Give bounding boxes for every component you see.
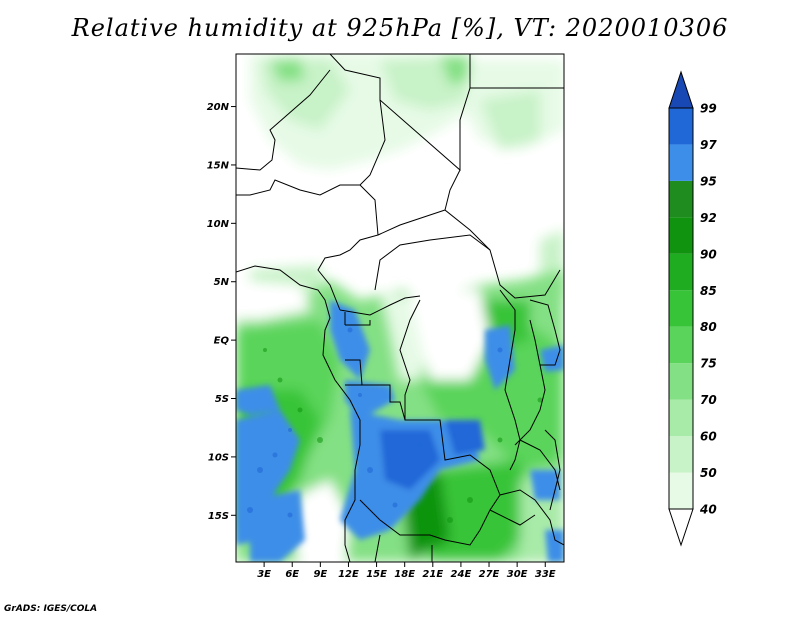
lon-tick-label: 6E xyxy=(285,569,299,580)
lat-tick-label: 15S xyxy=(208,511,229,522)
lat-tick-label: 20N xyxy=(207,102,230,113)
colorbar-label: 99 xyxy=(700,102,717,116)
colorbar-segment xyxy=(669,363,693,400)
colorbar-label: 97 xyxy=(700,138,717,152)
colorbar-segment xyxy=(669,326,693,364)
colorbar-label: 70 xyxy=(700,393,717,407)
longitude-axis: 3E 6E 9E 12E 15E 18E 21E 24E 27E 30E 33E xyxy=(257,562,556,580)
lon-tick-label: 15E xyxy=(366,569,387,580)
lat-tick-label: 10S xyxy=(208,452,229,463)
lat-tick-label: 5S xyxy=(215,394,229,405)
colorbar-segment xyxy=(669,472,693,509)
colorbar-label: 95 xyxy=(700,174,717,188)
lon-tick-label: 30E xyxy=(507,569,528,580)
humidity-shading xyxy=(236,54,564,562)
colorbar-outline xyxy=(668,107,694,510)
map-title: Relative humidity at 925hPa [%], VT: 202… xyxy=(71,14,729,42)
latitude-axis: 20N 15N 10N 5N EQ 5S 10S 15S xyxy=(207,102,236,522)
lon-tick-label: 27E xyxy=(479,569,500,580)
lon-tick-label: 18E xyxy=(394,569,415,580)
lon-tick-label: 12E xyxy=(338,569,359,580)
lat-tick-label: 10N xyxy=(207,219,230,230)
colorbar-label: 50 xyxy=(700,466,717,480)
colorbar-label: 90 xyxy=(700,247,717,261)
colorbar-label: 85 xyxy=(700,284,717,298)
colorbar-segment xyxy=(669,399,693,437)
lon-tick-label: 33E xyxy=(535,569,556,580)
grads-credit: GrADS: IGES/COLA xyxy=(4,604,98,614)
lon-tick-label: 24E xyxy=(451,569,472,580)
colorbar-segment xyxy=(669,217,693,254)
colorbar-segment xyxy=(669,253,693,291)
country-borders xyxy=(236,54,564,562)
colorbar-upper-triangle xyxy=(668,70,694,109)
colorbar-segment xyxy=(669,108,693,145)
lat-tick-label: EQ xyxy=(214,336,230,347)
colorbar: 40 50 60 70 75 80 85 90 92 95 97 99 xyxy=(668,70,717,547)
colorbar-label: 60 xyxy=(700,430,717,444)
lon-tick-label: 9E xyxy=(313,569,327,580)
colorbar-label: 80 xyxy=(700,320,717,334)
lat-tick-label: 5N xyxy=(214,277,230,288)
colorbar-segment xyxy=(669,436,693,473)
lon-tick-label: 3E xyxy=(257,569,271,580)
map-frame xyxy=(235,53,565,563)
colorbar-segment xyxy=(669,290,693,327)
colorbar-segment xyxy=(669,180,693,218)
lat-tick-label: 15N xyxy=(207,160,230,171)
colorbar-segment xyxy=(669,144,693,181)
colorbar-label: 40 xyxy=(699,503,717,517)
colorbar-lower-triangle xyxy=(668,508,694,547)
colorbar-label: 92 xyxy=(700,211,717,225)
lon-tick-label: 21E xyxy=(422,569,443,580)
colorbar-label: 75 xyxy=(700,357,717,371)
